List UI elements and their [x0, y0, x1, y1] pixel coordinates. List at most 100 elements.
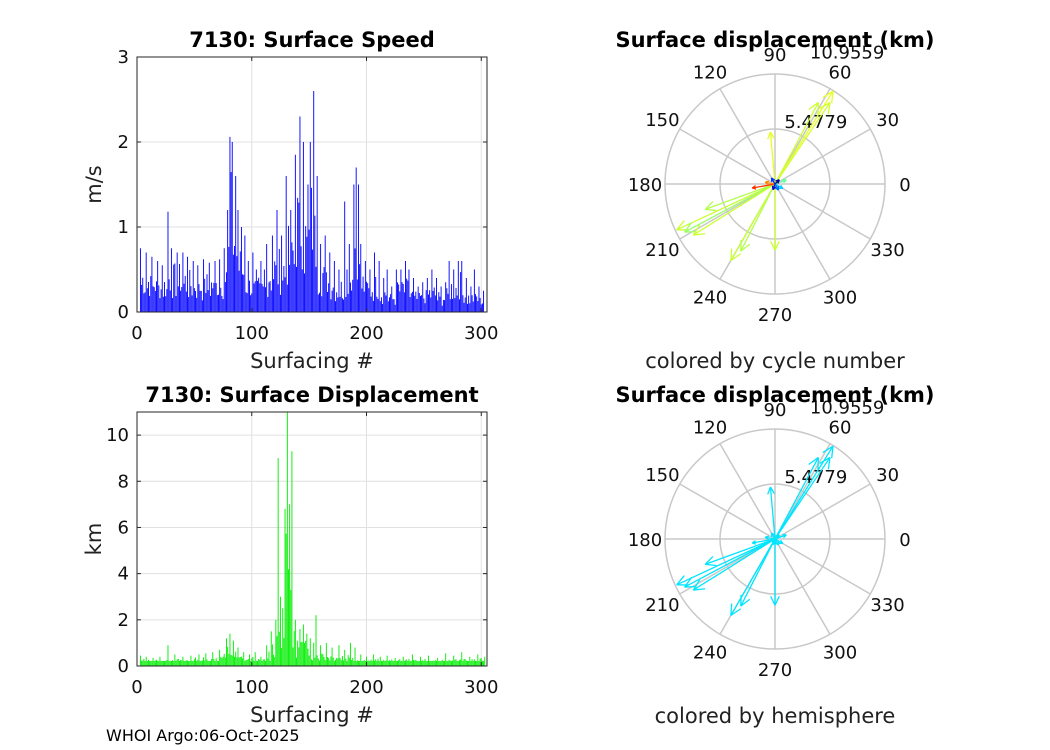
- bar: [249, 654, 250, 666]
- bar: [349, 282, 351, 312]
- bar: [328, 283, 330, 312]
- bar: [188, 660, 190, 666]
- displacement-vector: [774, 457, 831, 540]
- bar: [237, 210, 239, 312]
- tick-label-y: 3: [118, 47, 129, 68]
- bar: [191, 660, 193, 666]
- chart-title: Surface displacement (km): [615, 383, 934, 407]
- bar: [417, 660, 419, 666]
- bar: [432, 660, 434, 666]
- bar: [212, 288, 214, 312]
- polar-spoke: [679, 128, 776, 185]
- bar: [154, 290, 156, 312]
- polar-spoke: [774, 483, 871, 540]
- bar: [463, 658, 465, 666]
- bar: [176, 252, 178, 312]
- bar: [253, 660, 255, 666]
- bar: [411, 291, 413, 312]
- bar: [407, 660, 409, 666]
- bar: [144, 660, 146, 666]
- bar: [244, 235, 246, 312]
- bar: [322, 654, 324, 666]
- displacement-vector: [774, 102, 819, 185]
- bar: [152, 657, 154, 666]
- bar: [460, 272, 462, 312]
- bar: [364, 660, 366, 666]
- bar: [370, 296, 372, 312]
- bar: [424, 658, 426, 666]
- bar: [150, 660, 152, 666]
- bar: [397, 282, 398, 312]
- bar: [182, 656, 184, 666]
- bar: [290, 210, 292, 312]
- bar: [360, 244, 362, 312]
- bar: [394, 304, 396, 312]
- bar: [423, 660, 425, 666]
- bar: [319, 292, 320, 312]
- bar: [314, 657, 316, 666]
- bar: [142, 660, 144, 666]
- bar: [419, 656, 421, 666]
- bar: [387, 301, 389, 312]
- bar: [400, 269, 402, 312]
- bar: [369, 660, 371, 666]
- bar: [459, 660, 460, 666]
- vector-arrowhead: [769, 131, 776, 140]
- bar: [320, 244, 322, 312]
- bar: [382, 660, 384, 666]
- bar: [250, 295, 252, 312]
- bar: [222, 656, 224, 666]
- bar: [203, 657, 205, 666]
- bar: [204, 278, 206, 312]
- bar: [472, 660, 474, 666]
- bar: [220, 656, 222, 666]
- tick-label-y: 6: [118, 517, 129, 538]
- bar: [339, 658, 341, 666]
- bar: [257, 660, 258, 666]
- bar: [265, 287, 266, 312]
- bar: [406, 278, 408, 312]
- bar: [219, 649, 221, 666]
- bar: [484, 656, 486, 666]
- bar: [158, 660, 160, 666]
- bar: [331, 647, 333, 666]
- axes-box: [136, 56, 488, 313]
- bar: [170, 248, 172, 312]
- bar: [234, 656, 235, 666]
- bar: [249, 280, 250, 312]
- bar: [339, 296, 341, 312]
- bar: [200, 660, 202, 666]
- bar: [260, 261, 262, 312]
- bar: [229, 136, 231, 312]
- vector-arrowhead: [780, 539, 784, 544]
- bar: [324, 235, 326, 312]
- bar: [230, 654, 232, 666]
- bar: [157, 660, 159, 666]
- bar: [340, 281, 342, 312]
- bar: [223, 653, 225, 666]
- bar: [471, 659, 473, 666]
- bar: [343, 299, 345, 312]
- vector-arrowhead: [819, 101, 831, 110]
- bar: [356, 660, 358, 666]
- bar: [316, 655, 318, 666]
- bar: [169, 290, 171, 312]
- bar: [465, 660, 467, 666]
- bar: [476, 296, 478, 312]
- tick-label-y: 2: [118, 610, 129, 631]
- bar: [164, 282, 165, 312]
- bar: [299, 116, 301, 312]
- tick-label-x: 100: [235, 677, 269, 698]
- bar: [389, 297, 390, 312]
- bar: [148, 660, 149, 666]
- bar: [321, 296, 323, 312]
- bar: [463, 302, 465, 312]
- bar: [231, 142, 233, 312]
- bar: [315, 266, 317, 312]
- vector-arrowhead: [684, 577, 693, 588]
- bar: [292, 250, 294, 312]
- bar: [450, 284, 452, 312]
- displacement-vector: [684, 183, 776, 233]
- bar: [374, 660, 375, 666]
- bar: [403, 292, 405, 312]
